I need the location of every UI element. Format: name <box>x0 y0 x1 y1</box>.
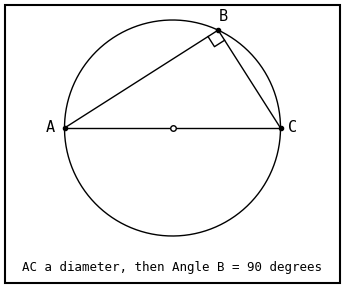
Text: A: A <box>46 120 55 135</box>
Text: C: C <box>288 120 297 135</box>
Text: AC a diameter, then Angle B = 90 degrees: AC a diameter, then Angle B = 90 degrees <box>22 262 323 274</box>
Text: B: B <box>219 9 228 24</box>
